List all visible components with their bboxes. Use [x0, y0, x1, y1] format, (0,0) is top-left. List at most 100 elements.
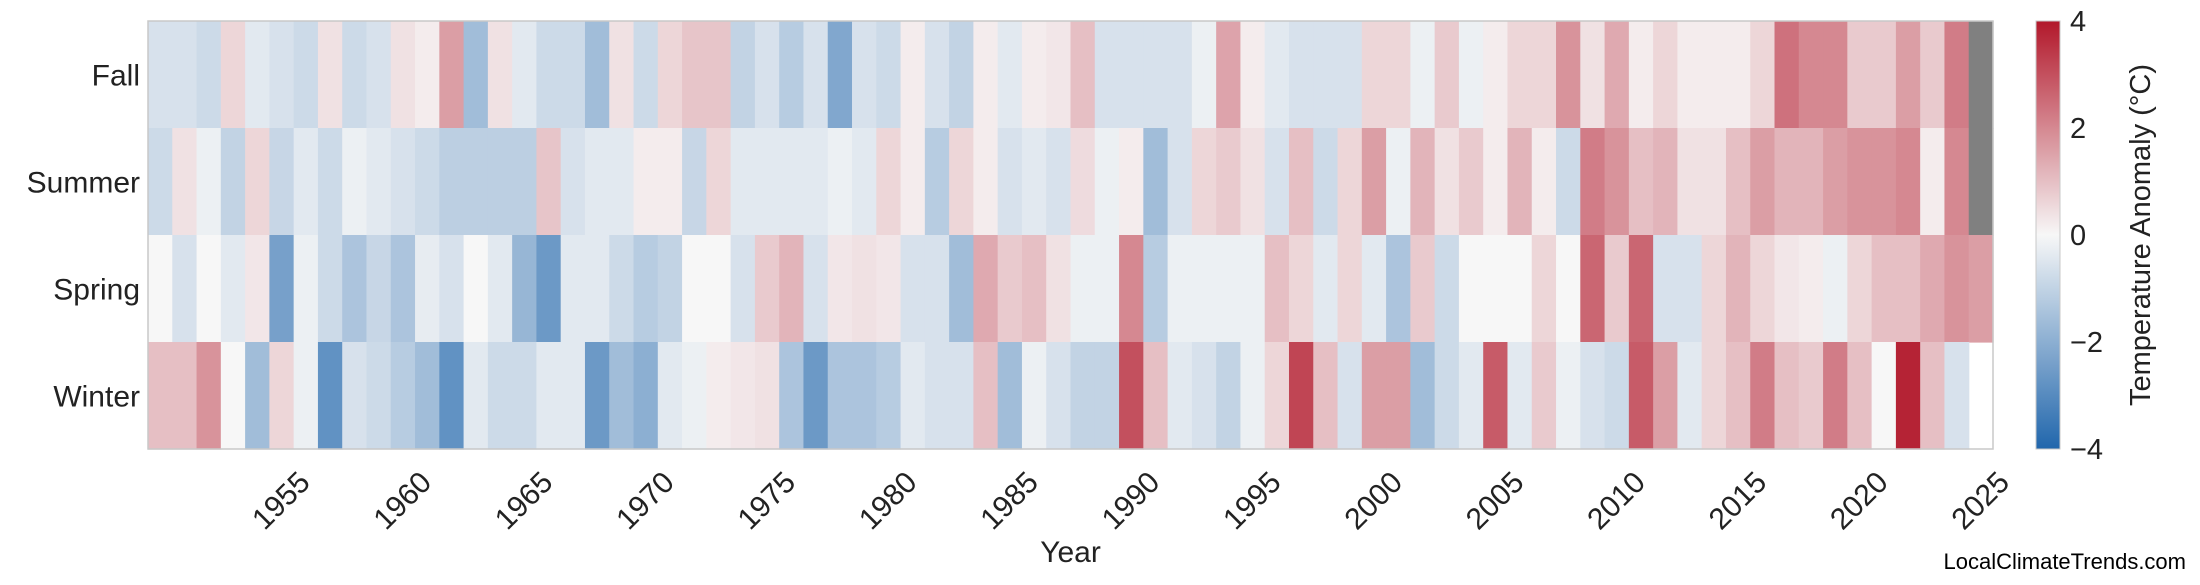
- heatmap-cell: [1361, 128, 1387, 236]
- heatmap-cell: [1847, 128, 1873, 236]
- heatmap-cell: [682, 342, 707, 450]
- heatmap-cell: [1823, 128, 1848, 236]
- heatmap-cell: [390, 128, 416, 236]
- heatmap-cell: [1774, 342, 1800, 450]
- heatmap-cell: [172, 342, 198, 450]
- heatmap-cell: [924, 235, 950, 343]
- heatmap-cell: [609, 21, 635, 129]
- heatmap-cell: [1798, 21, 1824, 129]
- heatmap-cell: [317, 21, 343, 129]
- heatmap-cell: [1021, 235, 1047, 343]
- heatmap-cell: [1701, 342, 1727, 450]
- heatmap-cell: [1895, 342, 1921, 450]
- heatmap-cell: [342, 128, 368, 236]
- heatmap-cell: [1070, 21, 1096, 129]
- heatmap-cell: [536, 235, 562, 343]
- heatmap-cell: [366, 128, 392, 236]
- heatmap-cell: [609, 128, 635, 236]
- heatmap-cell: [1701, 21, 1727, 129]
- heatmap-cell: [1531, 128, 1557, 236]
- heatmap-cell: [1434, 21, 1460, 129]
- x-tick-label: 1955: [246, 466, 317, 537]
- heatmap-cell: [1556, 235, 1581, 343]
- heatmap-cell: [1531, 342, 1557, 450]
- heatmap-cell: [852, 21, 877, 129]
- heatmap-cell: [1313, 342, 1339, 450]
- heatmap-cell: [1847, 235, 1873, 343]
- heatmap-cell: [148, 21, 173, 129]
- heatmap-cell: [779, 342, 805, 450]
- heatmap-cell: [148, 235, 173, 343]
- heatmap-cell: [1337, 235, 1363, 343]
- heatmap-cell: [1361, 21, 1387, 129]
- heatmap-cell: [1653, 21, 1679, 129]
- heatmap-cell: [1774, 235, 1800, 343]
- heatmap-cell: [973, 128, 999, 236]
- heatmap-cell: [706, 21, 732, 129]
- heatmap-cell: [633, 235, 659, 343]
- heatmap-cell: [1191, 21, 1217, 129]
- heatmap-cell: [342, 342, 368, 450]
- heatmap-cell: [1094, 235, 1120, 343]
- heatmap-cell: [730, 235, 756, 343]
- heatmap-cell: [148, 128, 173, 236]
- heatmap-cell: [463, 342, 489, 450]
- heatmap-cell: [1823, 342, 1848, 450]
- heatmap-cell: [852, 235, 877, 343]
- heatmap-cell: [342, 21, 368, 129]
- heatmap-cell: [1580, 235, 1606, 343]
- heatmap-cell: [633, 128, 659, 236]
- heatmap-cell: [220, 235, 246, 343]
- heatmap-cell: [1288, 21, 1314, 129]
- heatmap-cell: [1920, 342, 1946, 450]
- heatmap-cell: [1823, 21, 1848, 129]
- heatmap-cell: [584, 21, 610, 129]
- heatmap-cell: [1895, 21, 1921, 129]
- heatmap-cell: [657, 235, 683, 343]
- heatmap-cell: [1483, 128, 1509, 236]
- heatmap-cell: [1653, 128, 1679, 236]
- x-tick-label: 1995: [1217, 466, 1288, 537]
- heatmap-cell: [1871, 128, 1897, 236]
- heatmap-cell: [390, 342, 416, 450]
- heatmap-cell: [1823, 235, 1848, 343]
- plot-frame: [147, 20, 1994, 450]
- heatmap-cell: [949, 235, 974, 343]
- heatmap-cell: [949, 342, 974, 450]
- heatmap-cell: [706, 342, 732, 450]
- heatmap-cell: [1750, 21, 1776, 129]
- heatmap-cell: [317, 342, 343, 450]
- heatmap-cell: [1798, 235, 1824, 343]
- x-tick-label: 2000: [1339, 466, 1410, 537]
- heatmap-cell: [1191, 235, 1217, 343]
- heatmap-cell: [1507, 342, 1533, 450]
- heatmap-cell: [366, 342, 392, 450]
- heatmap-cell: [269, 342, 295, 450]
- heatmap-cell: [1628, 235, 1654, 343]
- heatmap-cell: [876, 235, 902, 343]
- heatmap-cell: [512, 128, 538, 236]
- heatmap-cell: [803, 342, 829, 450]
- heatmap-cell: [1725, 342, 1751, 450]
- heatmap-cell: [1240, 128, 1266, 236]
- heatmap-cell: [1628, 21, 1654, 129]
- heatmap-cell: [1871, 21, 1897, 129]
- heatmap-cell: [657, 342, 683, 450]
- heatmap-cell: [439, 235, 465, 343]
- heatmap-cell: [827, 128, 853, 236]
- colorbar-tick-label: 2: [2070, 113, 2086, 145]
- heatmap-cell: [1434, 128, 1460, 236]
- row-label: Fall: [92, 60, 140, 93]
- heatmap-cell: [706, 128, 732, 236]
- heatmap-cell: [220, 128, 246, 236]
- heatmap-cell: [1507, 235, 1533, 343]
- heatmap-cell: [1191, 342, 1217, 450]
- heatmap-cell: [390, 21, 416, 129]
- heatmap-cell: [1944, 21, 1970, 129]
- heatmap-cell: [1556, 21, 1581, 129]
- heatmap-cell: [1240, 21, 1266, 129]
- heatmap-cell: [1580, 21, 1606, 129]
- x-tick-label: 2010: [1581, 466, 1652, 537]
- heatmap-cell: [1021, 21, 1047, 129]
- heatmap-cell: [1119, 21, 1144, 129]
